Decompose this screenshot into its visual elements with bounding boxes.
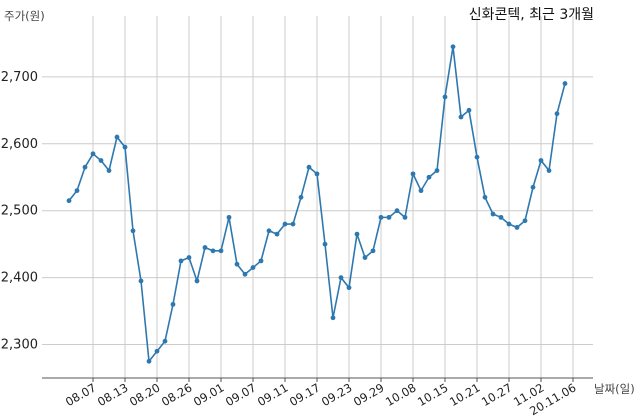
data-point	[74, 188, 80, 194]
data-point	[170, 301, 176, 307]
x-tick-label: 09.17	[287, 380, 323, 409]
data-point	[154, 348, 160, 354]
data-point	[234, 261, 240, 267]
y-tick-label: 2,400	[1, 271, 38, 286]
x-tick-label: 10.08	[383, 380, 419, 409]
data-point	[554, 111, 560, 117]
data-point	[450, 44, 456, 50]
data-point	[314, 171, 320, 177]
data-point	[362, 255, 368, 260]
data-point	[522, 218, 528, 224]
data-point	[202, 245, 208, 250]
data-point	[138, 278, 144, 284]
x-tick-labels: 08.0708.1308.2008.2609.0109.0709.1109.17…	[63, 380, 579, 418]
data-point	[378, 214, 384, 220]
data-point	[258, 258, 264, 264]
data-point	[386, 214, 392, 220]
data-point	[194, 278, 200, 284]
data-point	[482, 194, 488, 200]
data-point	[82, 164, 88, 170]
data-point	[250, 265, 256, 270]
x-tick-label: 10.27	[479, 380, 515, 409]
data-point	[162, 338, 168, 344]
data-point	[370, 248, 376, 254]
data-point	[346, 285, 352, 291]
data-point	[562, 81, 568, 86]
x-tick-label: 10.15	[415, 380, 451, 409]
data-point	[306, 164, 312, 170]
y-tick-labels: 2,300 2,400 2,500 2,600 2,700	[1, 70, 38, 353]
data-point	[266, 228, 272, 234]
data-point	[410, 171, 416, 177]
data-point	[506, 221, 512, 227]
data-point	[490, 211, 496, 217]
data-point	[474, 154, 480, 160]
data-point	[98, 158, 104, 163]
x-tick-label: 08.07	[63, 380, 99, 409]
data-point	[186, 255, 192, 260]
data-point	[114, 134, 120, 140]
data-point	[178, 258, 184, 264]
price-series	[66, 44, 568, 364]
x-tick-label: 09.01	[191, 380, 227, 409]
chart-title: 신화콘텍, 최근 3개월	[469, 7, 594, 23]
data-point	[514, 225, 520, 230]
data-point	[538, 158, 544, 163]
data-point	[466, 107, 472, 113]
data-point	[298, 194, 304, 200]
x-tick-label: 09.11	[255, 380, 291, 409]
data-point	[498, 214, 504, 220]
data-point	[90, 151, 96, 157]
x-tick-label: 09.29	[351, 380, 387, 409]
data-point	[330, 315, 336, 321]
data-point	[402, 214, 408, 220]
x-axis-label: 날짜(일)	[594, 382, 635, 396]
data-point	[442, 94, 448, 100]
data-point	[426, 174, 432, 180]
data-point	[242, 271, 248, 277]
data-point	[282, 221, 288, 227]
x-tick-label: 10.21	[447, 380, 483, 409]
data-point	[210, 248, 216, 254]
data-point	[226, 214, 232, 220]
x-tick-label: 08.13	[95, 380, 131, 409]
y-tick-label: 2,700	[1, 70, 38, 85]
y-axis-label: 주가(원)	[4, 9, 45, 23]
data-point	[290, 221, 296, 227]
data-point	[122, 144, 128, 150]
data-point	[418, 188, 424, 194]
data-point	[274, 231, 280, 237]
data-point	[434, 168, 440, 173]
data-point	[106, 168, 112, 173]
data-point	[66, 198, 72, 204]
data-point	[146, 358, 152, 364]
data-point	[322, 241, 328, 247]
x-tick-label: 08.26	[159, 380, 195, 409]
y-tick-label: 2,500	[1, 204, 38, 219]
data-point	[458, 114, 464, 120]
data-point	[130, 228, 136, 234]
x-tick-label: 08.20	[127, 380, 163, 409]
data-point	[394, 208, 400, 214]
data-point	[354, 231, 360, 237]
y-tick-label: 2,600	[1, 137, 38, 152]
grid-lines	[42, 16, 593, 378]
x-tick-label: 09.07	[223, 380, 259, 409]
data-point	[218, 248, 224, 254]
data-point	[530, 184, 536, 190]
data-point	[546, 168, 552, 173]
data-point	[338, 275, 344, 281]
axes	[42, 377, 593, 382]
x-tick-label: 09.23	[319, 380, 355, 409]
y-tick-label: 2,300	[1, 338, 38, 353]
